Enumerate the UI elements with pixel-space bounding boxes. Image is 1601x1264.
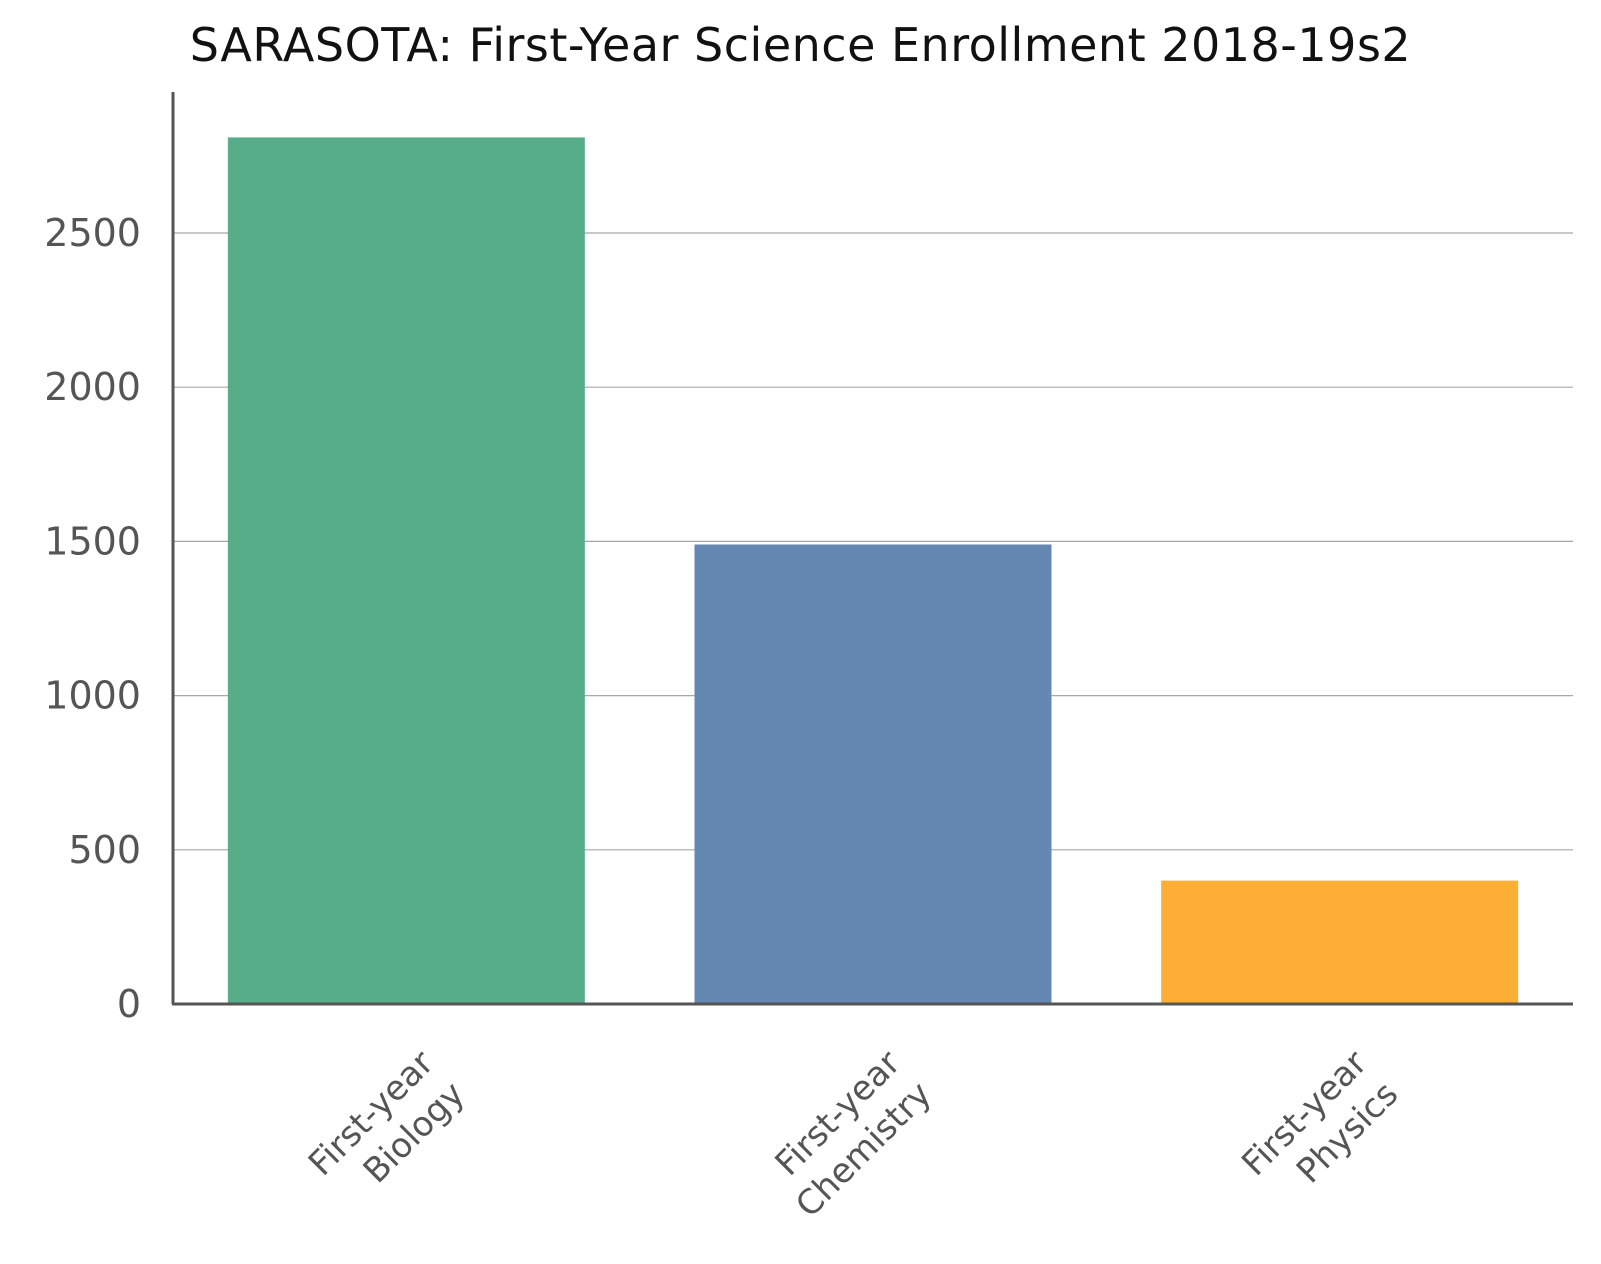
y-tick-label: 500 [68, 828, 141, 872]
y-tick-label: 1000 [44, 674, 141, 718]
x-tick-label: First-yearChemistry [757, 1043, 939, 1225]
bar [227, 137, 585, 1004]
chart-title: SARASOTA: First-Year Science Enrollment … [189, 18, 1412, 72]
y-tick-label: 0 [117, 982, 141, 1026]
y-tick-label: 1500 [44, 519, 141, 563]
y-tick-label: 2000 [44, 365, 141, 409]
x-tick-label: First-yearBiology [301, 1043, 473, 1215]
x-tick-label: First-yearPhysics [1234, 1043, 1406, 1215]
y-tick-label: 2500 [44, 211, 141, 255]
bar [1161, 880, 1519, 1004]
axes [171, 92, 1573, 1006]
y-tick-labels: 0 500 1000 1500 2000 2500 [44, 211, 141, 1026]
x-tick-labels: First-yearBiology First-yearChemistry Firs… [301, 1043, 1406, 1225]
bars [227, 137, 1519, 1004]
bar [694, 544, 1052, 1004]
